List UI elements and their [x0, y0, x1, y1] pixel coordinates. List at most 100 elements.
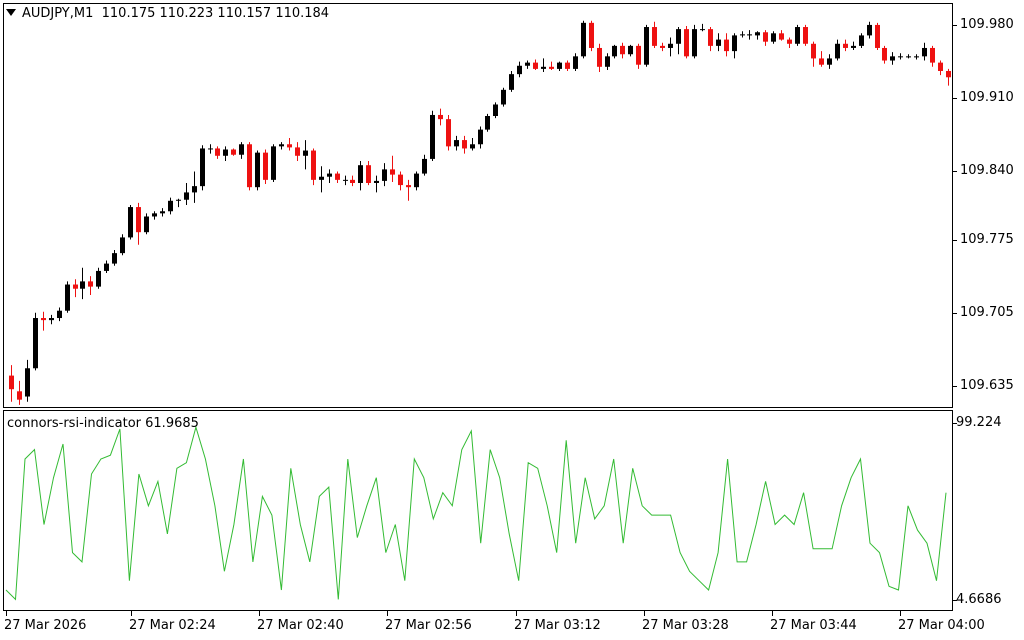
- candle-body: [557, 62, 562, 69]
- candle-body: [795, 27, 800, 44]
- main-plot-frame: [3, 3, 953, 408]
- candle: [136, 202, 141, 245]
- candle: [319, 166, 324, 193]
- indicator-y-tick-label: 99.224: [956, 415, 1002, 430]
- candle-body: [319, 176, 324, 180]
- dropdown-triangle-icon[interactable]: [6, 9, 16, 16]
- candle: [779, 30, 784, 41]
- symbol-legend: AUDJPY,M1 110.175 110.223 110.157 110.18…: [6, 6, 329, 21]
- candle-body: [803, 27, 808, 44]
- candle: [263, 149, 268, 185]
- candle-body: [708, 29, 713, 46]
- candle-body: [875, 24, 880, 48]
- candle-body: [747, 34, 752, 36]
- candle: [406, 179, 411, 201]
- candle-body: [597, 47, 602, 67]
- candle-body: [414, 173, 419, 188]
- candle: [65, 281, 70, 313]
- candle: [747, 30, 752, 40]
- candle: [366, 161, 371, 186]
- candle: [668, 37, 673, 57]
- candle-body: [462, 140, 467, 149]
- candle: [215, 146, 220, 159]
- axis-ticks: [6, 25, 957, 616]
- candle-body: [57, 310, 62, 319]
- candle: [343, 175, 348, 186]
- candle-body: [787, 39, 792, 44]
- candle-body: [946, 70, 951, 78]
- x-tick-label: 27 Mar 02:56: [385, 618, 472, 633]
- candle: [620, 42, 625, 59]
- candle-body: [112, 253, 117, 264]
- candle: [724, 33, 729, 57]
- candle-body: [295, 147, 300, 156]
- candle-body: [25, 368, 30, 397]
- candle: [184, 182, 189, 205]
- x-tick-label: 27 Mar 03:28: [642, 618, 729, 633]
- candle: [501, 87, 506, 107]
- candle-body: [327, 173, 332, 177]
- candle: [787, 37, 792, 48]
- candle: [811, 41, 816, 67]
- candle-body: [73, 284, 78, 289]
- candle-body: [208, 148, 213, 150]
- candle-body: [390, 169, 395, 175]
- candle-body: [493, 104, 498, 117]
- candle-body: [255, 152, 260, 188]
- candle: [763, 30, 768, 46]
- y-tick-label: 109.705: [960, 304, 1014, 320]
- candle-body: [819, 58, 824, 65]
- candle: [525, 60, 530, 69]
- candle: [208, 144, 213, 154]
- candle: [882, 45, 887, 64]
- candle: [875, 22, 880, 51]
- candle: [430, 110, 435, 162]
- candle-body: [96, 270, 101, 287]
- candle-body: [192, 186, 197, 193]
- candle: [80, 267, 85, 300]
- candle: [819, 51, 824, 67]
- candle: [41, 311, 46, 331]
- candle-body: [65, 284, 70, 311]
- x-tick-label: 27 Mar 04:00: [898, 618, 985, 633]
- candle-body: [17, 391, 22, 400]
- candle-body: [763, 32, 768, 42]
- candle: [255, 150, 260, 191]
- candle-body: [859, 35, 864, 46]
- candle-body: [33, 318, 38, 369]
- candle: [573, 53, 578, 71]
- candle-body: [898, 56, 903, 58]
- candle: [557, 61, 562, 71]
- candle-body: [215, 148, 220, 156]
- candle: [350, 175, 355, 187]
- candle: [795, 24, 800, 46]
- candle: [104, 260, 109, 274]
- candle: [57, 307, 62, 322]
- candle: [327, 169, 332, 183]
- indicator-plot-frame: [3, 410, 953, 611]
- rsi-series: [5, 425, 947, 601]
- candle-body: [247, 144, 252, 188]
- candle-body: [382, 169, 387, 181]
- candle-body: [660, 45, 665, 48]
- candle: [446, 114, 451, 151]
- candle-body: [755, 32, 760, 36]
- candle: [454, 135, 459, 151]
- candle: [898, 53, 903, 60]
- candle: [509, 70, 514, 92]
- candle-body: [612, 45, 617, 57]
- candle-body: [470, 144, 475, 149]
- candle-body: [9, 375, 14, 390]
- x-tick-label: 27 Mar 03:12: [514, 618, 601, 633]
- candle-body: [446, 119, 451, 147]
- candle: [771, 31, 776, 44]
- candle-body: [740, 34, 745, 36]
- candle: [628, 44, 633, 57]
- candle-body: [811, 43, 816, 59]
- candle-body: [541, 66, 546, 69]
- candle-body: [152, 213, 157, 217]
- candle-body: [732, 35, 737, 52]
- candle-body: [366, 165, 371, 183]
- x-tick-label: 27 Mar 2026: [4, 618, 87, 633]
